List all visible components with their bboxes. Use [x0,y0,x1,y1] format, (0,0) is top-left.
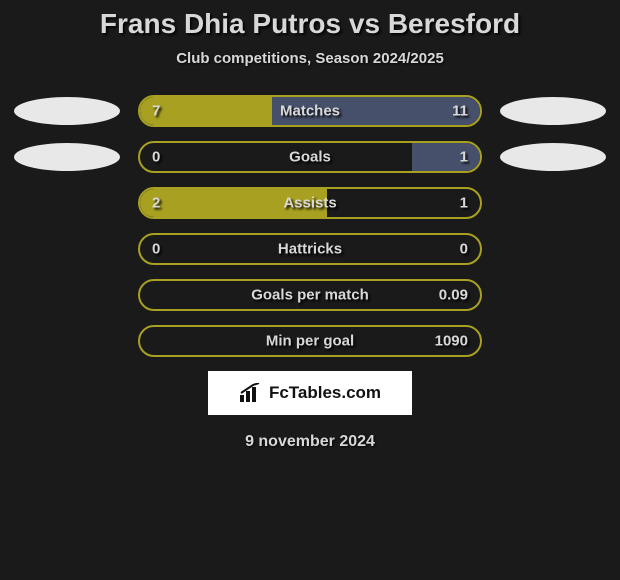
player1-name: Frans Dhia Putros [100,8,341,39]
player1-marker [14,97,120,125]
stat-value-player1: 7 [152,103,160,120]
player2-marker [500,143,606,171]
stat-row: 0 1 Goals [0,141,620,173]
comparison-infographic: Frans Dhia Putros vs Beresford Club comp… [0,0,620,580]
stat-bar: 2 1 Assists [138,187,482,219]
stat-label: Goals per match [251,287,369,304]
subtitle: Club competitions, Season 2024/2025 [0,50,620,67]
stats-bars: 7 11 Matches 0 1 Goals 2 1 Assists 0 0 Hattricks 0.0… [0,95,620,357]
stat-bar: 1090 Min per goal [138,325,482,357]
stat-value-player2: 0.09 [439,287,468,304]
stat-row: 1090 Min per goal [0,325,620,357]
stat-row: 2 1 Assists [0,187,620,219]
stat-bar: 0 1 Goals [138,141,482,173]
stat-value-player2: 1090 [435,333,468,350]
date-text: 9 november 2024 [0,433,620,451]
stat-row: 7 11 Matches [0,95,620,127]
chart-icon [239,383,263,403]
player2-name: Beresford [388,8,520,39]
stat-row: 0 0 Hattricks [0,233,620,265]
stat-bar: 0 0 Hattricks [138,233,482,265]
stat-bar: 7 11 Matches [138,95,482,127]
stat-value-player1: 0 [152,149,160,166]
stat-label: Assists [283,195,336,212]
source-badge: FcTables.com [208,371,412,415]
bar-fill-player2 [412,143,480,171]
stat-label: Min per goal [266,333,354,350]
stat-label: Goals [289,149,331,166]
vs-text: vs [349,8,380,39]
stat-row: 0.09 Goals per match [0,279,620,311]
player2-marker [500,97,606,125]
stat-value-player2: 1 [460,195,468,212]
stat-value-player1: 0 [152,241,160,258]
stat-value-player2: 11 [452,103,468,120]
stat-label: Matches [280,103,340,120]
stat-value-player2: 0 [460,241,468,258]
page-title: Frans Dhia Putros vs Beresford [0,8,620,40]
stat-bar: 0.09 Goals per match [138,279,482,311]
source-text: FcTables.com [269,383,381,403]
player1-marker [14,143,120,171]
stat-value-player2: 1 [460,149,468,166]
stat-label: Hattricks [278,241,342,258]
stat-value-player1: 2 [152,195,160,212]
